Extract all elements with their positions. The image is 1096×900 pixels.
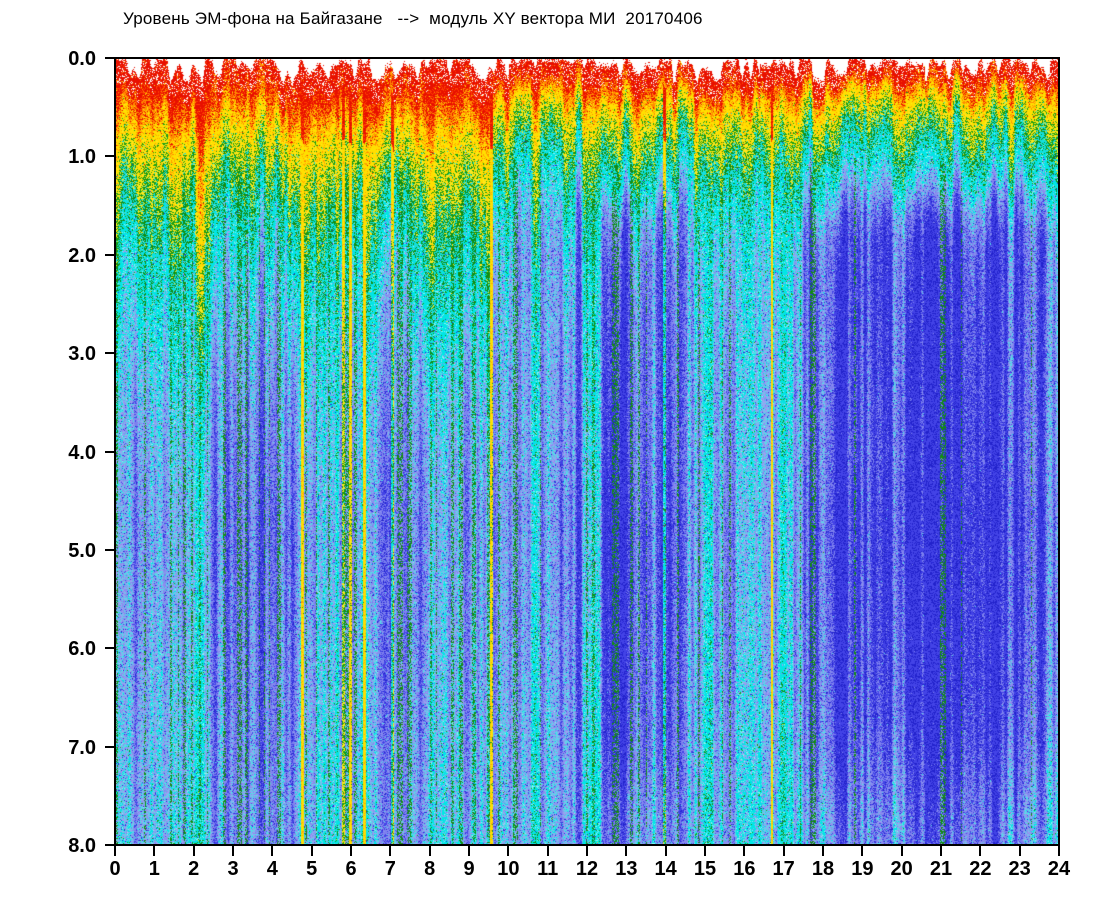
- x-axis-tick: [861, 846, 864, 856]
- x-axis-tick: [743, 846, 746, 856]
- y-axis-tick: [105, 548, 114, 551]
- x-axis-tick: [389, 846, 392, 856]
- x-tick-label: 4: [266, 858, 278, 880]
- x-axis-tick: [507, 846, 510, 856]
- y-tick-label: 4.0: [68, 441, 96, 464]
- x-tick-label: 24: [1047, 858, 1071, 880]
- y-tick-label: 5.0: [68, 539, 96, 562]
- x-axis-tick: [468, 846, 470, 856]
- y-tick-label: 2.0: [68, 244, 96, 267]
- y-tick-label: 8.0: [68, 835, 96, 857]
- spectrogram-canvas: [116, 59, 1058, 844]
- x-tick-label: 22: [969, 858, 992, 880]
- x-tick-label: 1: [148, 858, 160, 880]
- x-tick-label: 21: [929, 858, 953, 880]
- x-axis-tick: [546, 846, 549, 856]
- x-axis-tick: [979, 846, 982, 856]
- x-tick-label: 23: [1008, 858, 1031, 880]
- x-tick-label: 8: [424, 858, 436, 880]
- y-axis-tick: [105, 57, 114, 59]
- x-tick-label: 12: [575, 858, 599, 880]
- x-tick-label: 10: [497, 858, 520, 880]
- y-axis-tick: [105, 253, 114, 256]
- plot-area: [114, 57, 1060, 846]
- x-axis-tick: [625, 846, 628, 856]
- x-axis-tick: [822, 846, 824, 856]
- x-tick-label: 16: [733, 858, 756, 880]
- x-tick-label: 18: [811, 858, 835, 880]
- x-axis-tick: [232, 846, 234, 856]
- x-tick-label: 7: [384, 858, 396, 880]
- x-tick-label: 9: [463, 858, 475, 880]
- x-tick-label: 19: [851, 858, 874, 880]
- chart-title: Уровень ЭМ-фона на Байгазане --> модуль …: [123, 9, 703, 28]
- y-axis-tick: [105, 745, 114, 748]
- x-tick-label: 17: [772, 858, 795, 880]
- y-axis-tick: [105, 352, 114, 355]
- x-axis-tick: [1018, 846, 1021, 856]
- x-axis-tick: [940, 846, 942, 856]
- y-tick-label: 0.0: [68, 48, 96, 70]
- y-axis-tick: [105, 450, 114, 453]
- x-axis-tick: [153, 846, 156, 856]
- x-tick-label: 5: [306, 858, 318, 880]
- y-axis-tick: [105, 844, 114, 846]
- x-tick-label: 2: [188, 858, 200, 880]
- y-axis-tick: [105, 647, 114, 650]
- x-axis-tick: [664, 846, 667, 856]
- y-tick-label: 3.0: [68, 343, 96, 366]
- y-tick-label: 6.0: [68, 638, 96, 661]
- y-tick-label: 7.0: [68, 736, 96, 759]
- x-axis-tick: [350, 846, 352, 856]
- x-axis-tick: [271, 846, 274, 856]
- x-axis-tick: [782, 846, 785, 856]
- x-axis-tick: [114, 846, 116, 856]
- x-tick-label: 0: [109, 858, 121, 880]
- x-tick-label: 13: [615, 858, 638, 880]
- y-axis-tick: [105, 155, 114, 158]
- x-tick-label: 15: [693, 858, 717, 880]
- x-tick-label: 11: [537, 858, 559, 880]
- x-tick-label: 3: [227, 858, 239, 880]
- x-axis-tick: [1058, 846, 1060, 856]
- y-tick-label: 1.0: [68, 146, 96, 169]
- x-axis-tick: [310, 846, 313, 856]
- x-axis-tick: [900, 846, 903, 856]
- x-axis-tick: [192, 846, 195, 856]
- x-tick-label: 6: [345, 858, 357, 880]
- x-tick-label: 14: [654, 858, 677, 880]
- x-axis-tick: [586, 846, 588, 856]
- x-tick-label: 20: [890, 858, 913, 880]
- x-axis-tick: [704, 846, 706, 856]
- x-axis-tick: [428, 846, 431, 856]
